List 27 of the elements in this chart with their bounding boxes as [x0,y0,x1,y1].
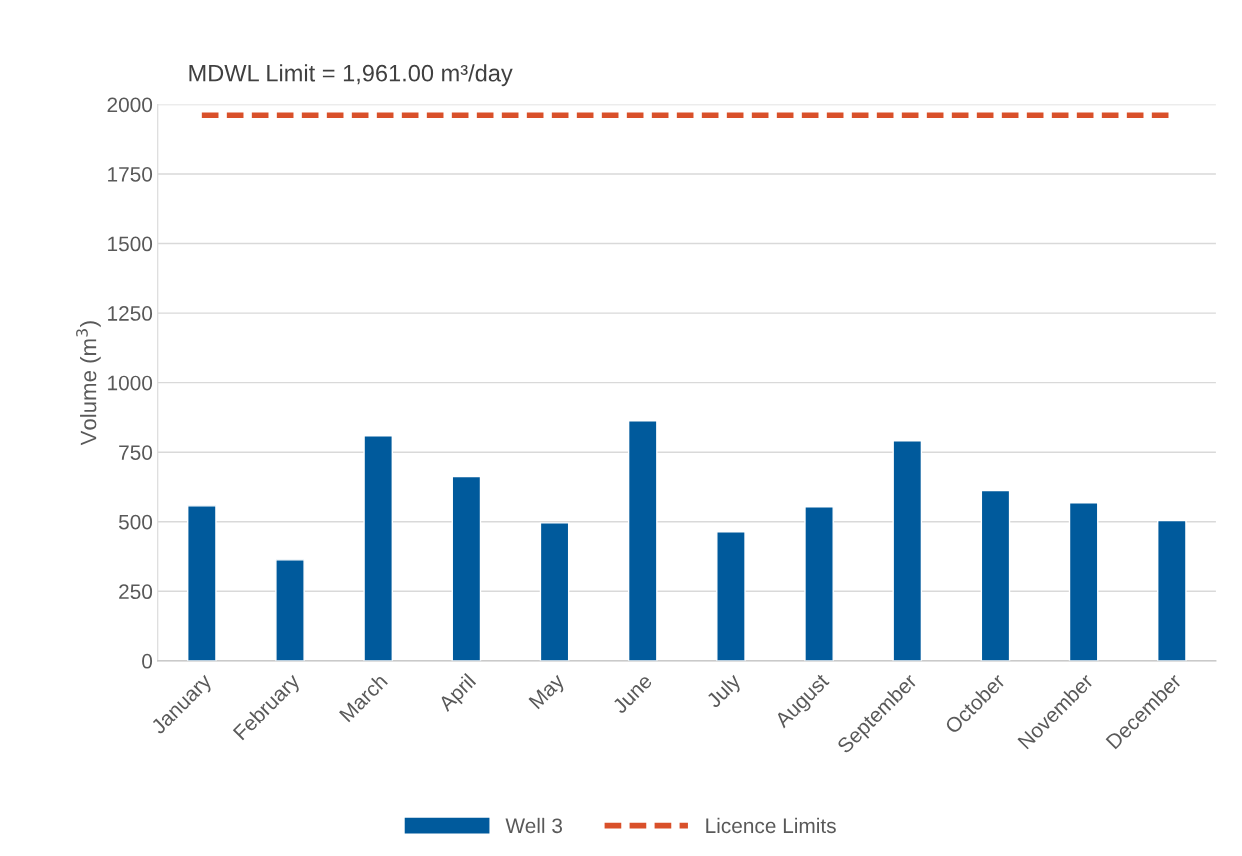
legend-label: Well 3 [505,817,563,834]
bar [804,506,834,661]
y-tick-label: 1250 [108,306,153,321]
bar [539,522,570,661]
bar [716,531,746,661]
text: MDWL Limit = 1,961.00 m³/day [189,64,513,87]
y-tick-label: 1000 [108,375,153,391]
y-tick-label: 750 [119,445,153,460]
y-tick-label: 1750 [108,166,153,182]
bar [980,489,1011,661]
y-tick-label: 250 [119,584,153,600]
bar [892,440,923,661]
bar [451,475,482,661]
bar [1157,519,1187,661]
y-tick-label: 500 [118,514,153,530]
x-tick-label: July [704,671,745,712]
y-tick-label: 1500 [108,236,153,252]
bar [1068,502,1099,661]
bar [275,559,305,661]
legend-label: Licence Limits [706,817,836,834]
x-tick-label: May [528,672,569,713]
y-tick-label: 2000 [107,97,153,113]
y-tick-label: 0 [142,653,153,669]
bar [363,435,393,661]
bar [627,420,658,661]
y-axis-title: Volume (m$^{3}$) [76,321,101,446]
bar [187,505,217,661]
